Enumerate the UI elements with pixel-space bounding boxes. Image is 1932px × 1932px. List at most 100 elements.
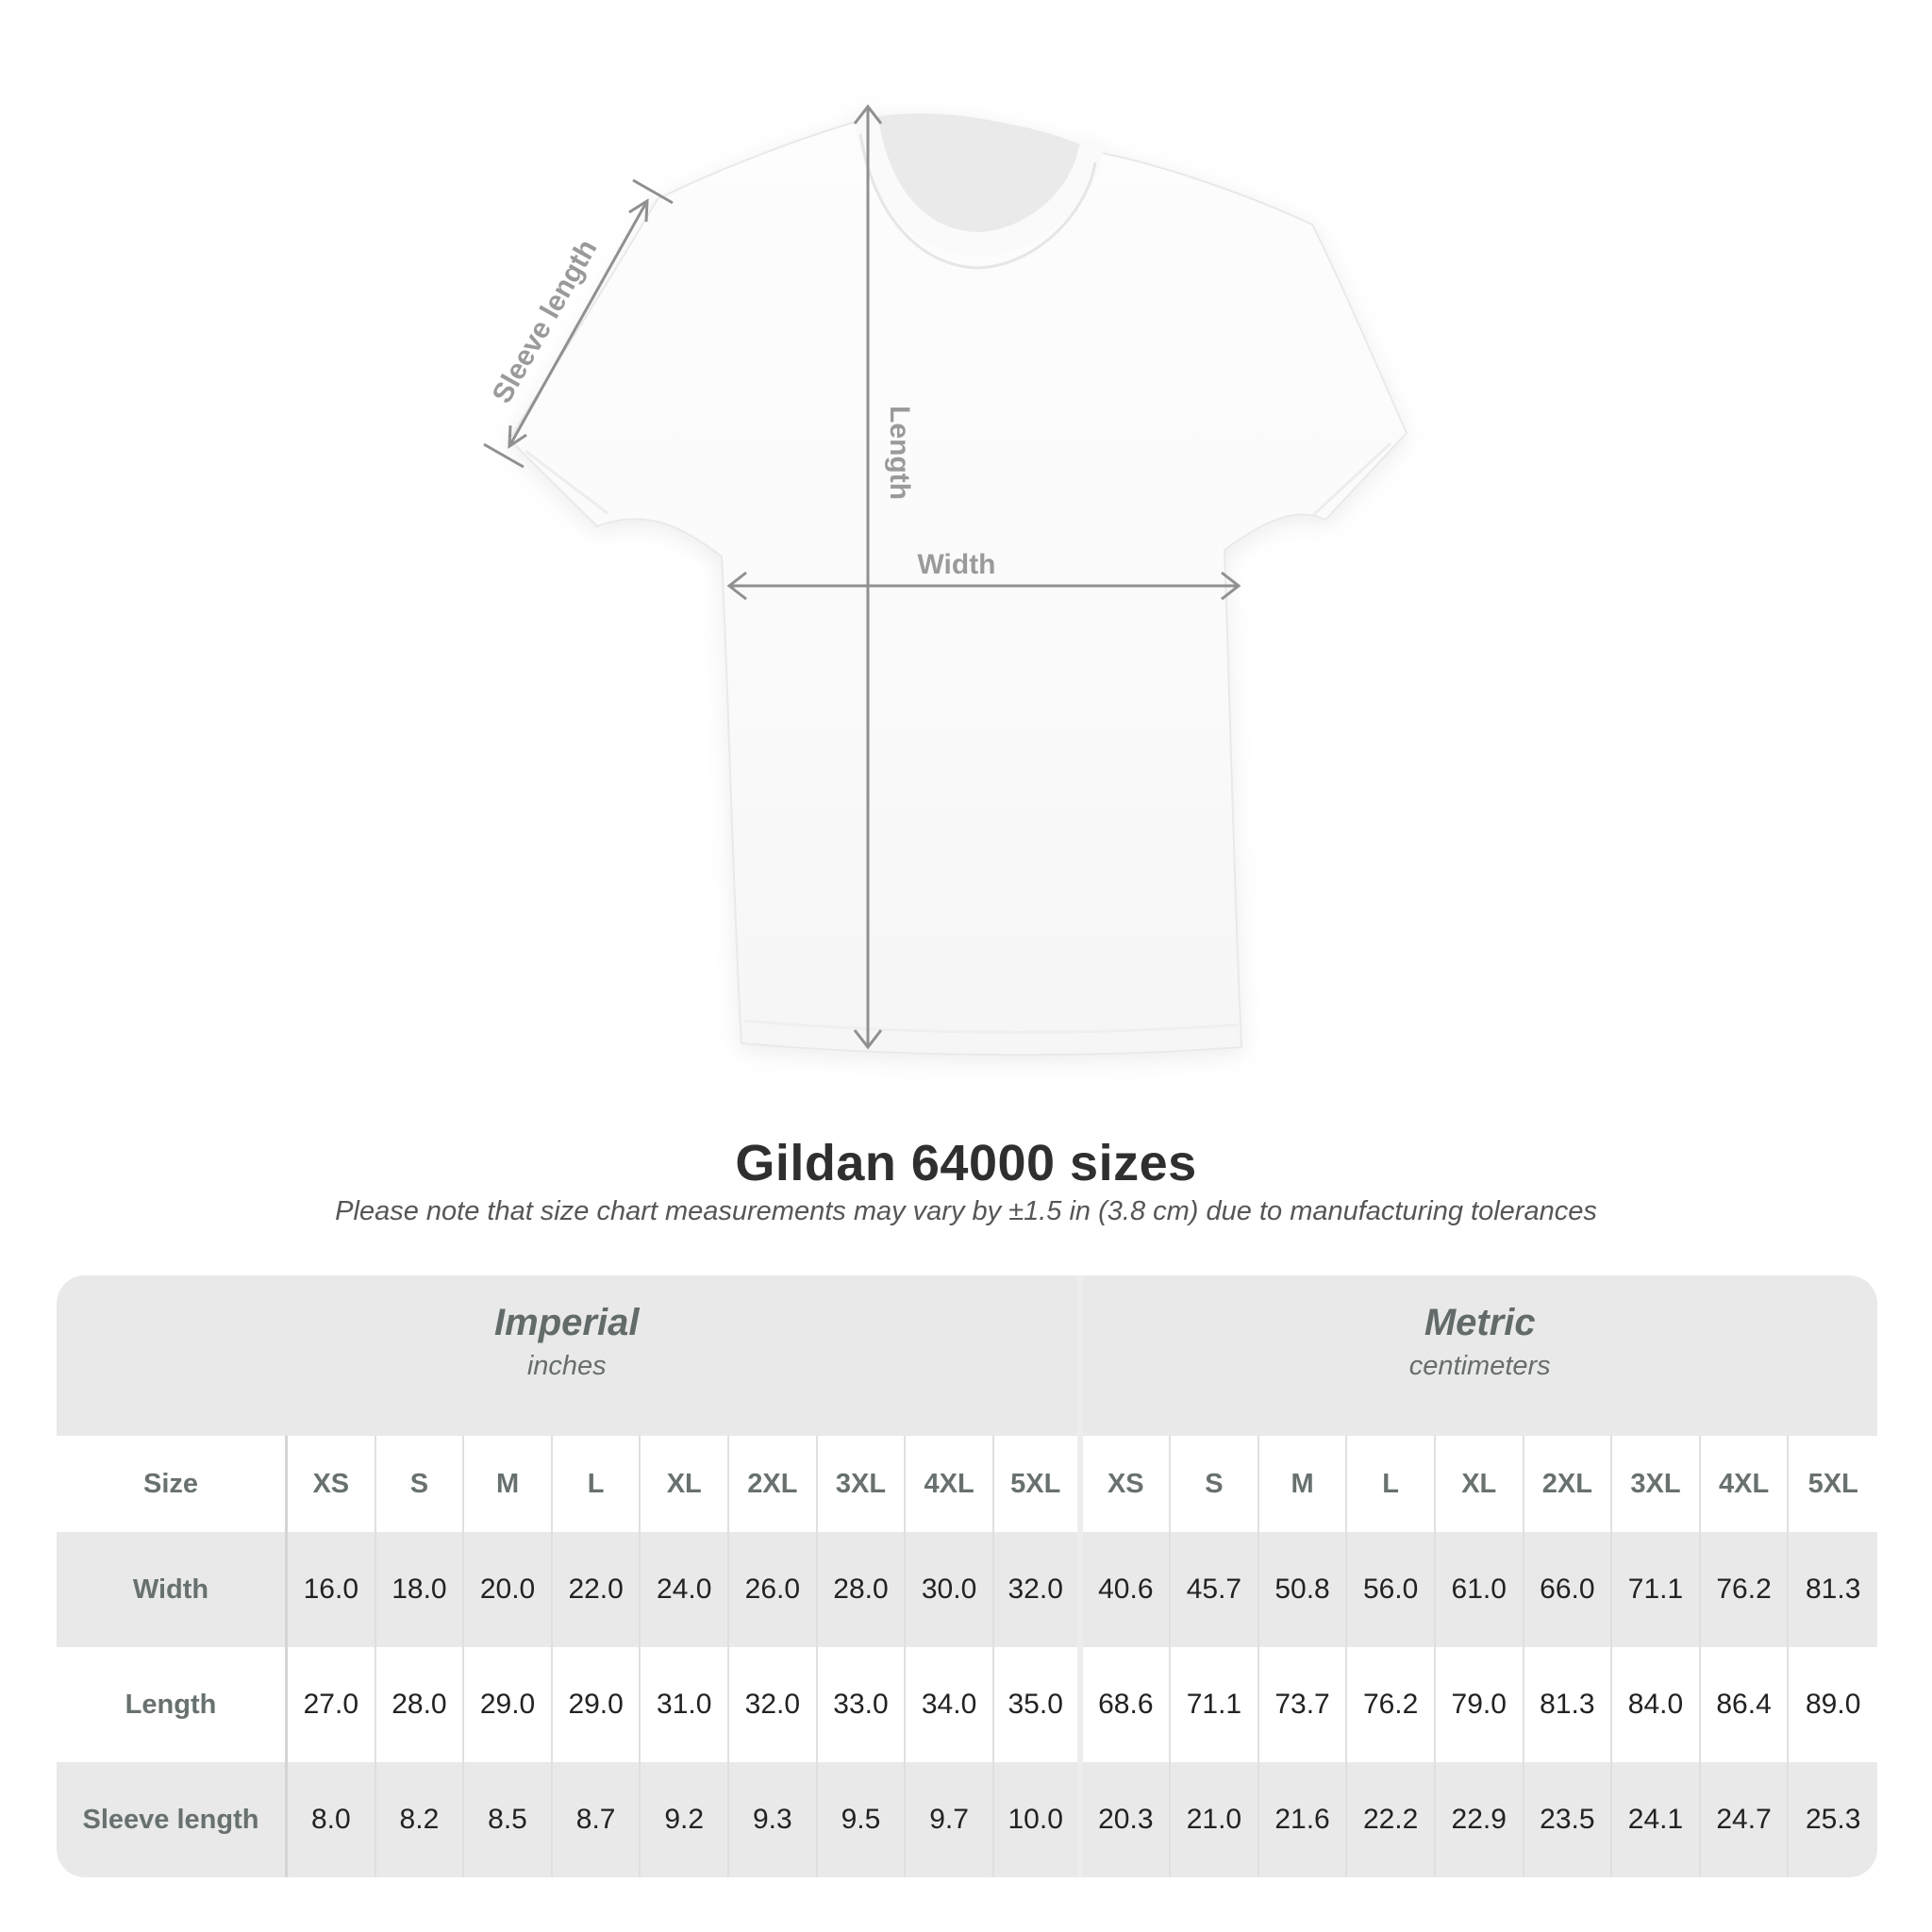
value-cell: 50.8 bbox=[1259, 1532, 1348, 1647]
row-label-cell: Sleeve length bbox=[57, 1762, 288, 1877]
value-cell: 33.0 bbox=[817, 1647, 907, 1762]
value-cell: 9.7 bbox=[906, 1762, 994, 1877]
left-cuff-seam bbox=[525, 449, 608, 515]
value-cell: 76.2 bbox=[1701, 1532, 1790, 1647]
value-cell: 81.3 bbox=[1524, 1647, 1613, 1762]
tshirt-body bbox=[508, 107, 1408, 1057]
size-header-cell: L bbox=[552, 1436, 641, 1532]
value-cell: 25.3 bbox=[1805, 1804, 1861, 1835]
collar-interior bbox=[866, 113, 1091, 241]
value-cell: 21.6 bbox=[1259, 1762, 1348, 1877]
value-cell: 32.0 bbox=[994, 1532, 1083, 1647]
value-cell: 31.0 bbox=[641, 1647, 730, 1762]
value-cell: 8.7 bbox=[553, 1762, 641, 1877]
size-header-cell: M bbox=[464, 1436, 553, 1532]
length-label: Length bbox=[884, 406, 915, 500]
value-cell: 45.7 bbox=[1171, 1532, 1259, 1647]
size-header-cell: S bbox=[375, 1436, 465, 1532]
value-cell: 86.4 bbox=[1700, 1647, 1790, 1762]
value-cell: 68.6 bbox=[1082, 1647, 1172, 1762]
tolerance-note: Please note that size chart measurements… bbox=[335, 1196, 1597, 1226]
length-arrow bbox=[853, 104, 883, 1050]
hem-seam bbox=[743, 1019, 1240, 1034]
value-cell: 10.0 bbox=[994, 1762, 1083, 1877]
value-cell: 9.3 bbox=[729, 1762, 818, 1877]
value-cell: 34.0 bbox=[906, 1647, 994, 1762]
size-header-cell: 2XL bbox=[1524, 1436, 1613, 1532]
size-header-cell: XS bbox=[288, 1436, 376, 1532]
value-cell: 28.0 bbox=[375, 1647, 465, 1762]
value-cell: 40.6 bbox=[1083, 1532, 1172, 1647]
size-header-cell: XS bbox=[1082, 1436, 1172, 1532]
width-arrow bbox=[726, 571, 1241, 601]
value-cell: 26.0 bbox=[729, 1532, 818, 1647]
value-cell: 35.0 bbox=[993, 1647, 1083, 1762]
value-cell: 79.0 bbox=[1435, 1647, 1524, 1762]
value-cell: 9.5 bbox=[818, 1762, 907, 1877]
value-cell: 24.7 bbox=[1701, 1762, 1790, 1877]
collar-seam bbox=[858, 133, 1097, 270]
size-header-cell: 3XL bbox=[817, 1436, 907, 1532]
size-header-cell: 4XL bbox=[1700, 1436, 1790, 1532]
size-header-cell: 5XL bbox=[993, 1436, 1083, 1532]
sleeve-length-arrow bbox=[483, 178, 674, 469]
value-cell: 32.0 bbox=[729, 1647, 818, 1762]
value-cell: 8.0 bbox=[288, 1762, 376, 1877]
value-cell: 23.5 bbox=[1524, 1762, 1613, 1877]
page-title: Gildan 64000 sizes bbox=[735, 1135, 1197, 1191]
group-unit: inches bbox=[526, 1351, 607, 1381]
value-cell: 20.3 bbox=[1083, 1762, 1172, 1877]
value-cell: 81.3 bbox=[1805, 1574, 1861, 1605]
group-header-imperial: Imperial inches bbox=[57, 1275, 1083, 1436]
value-cell: 24.0 bbox=[641, 1532, 730, 1647]
collar-band bbox=[854, 107, 1103, 258]
group-header-metric: Metric centimeters bbox=[1083, 1275, 1878, 1436]
tshirt-illustration bbox=[483, 104, 1408, 1057]
right-cuff-seam bbox=[1311, 441, 1392, 517]
value-cell: 24.1 bbox=[1612, 1762, 1701, 1877]
value-cell: 29.0 bbox=[552, 1647, 641, 1762]
width-label: Width bbox=[917, 549, 996, 580]
value-cell: 61.0 bbox=[1436, 1532, 1524, 1647]
value-cell: 84.0 bbox=[1612, 1647, 1701, 1762]
tshirt-measurement-diagram: Sleeve length Length Width bbox=[483, 104, 1408, 1057]
value-cell: 73.7 bbox=[1258, 1647, 1348, 1762]
row-label-cell: Width bbox=[57, 1532, 288, 1647]
value-cell: 30.0 bbox=[906, 1532, 994, 1647]
measurement-lines bbox=[483, 104, 1241, 1050]
value-cell: 22.0 bbox=[553, 1532, 641, 1647]
size-header-cell: 5XL bbox=[1789, 1436, 1877, 1532]
value-cell: 22.9 bbox=[1436, 1762, 1524, 1877]
value-cell: 9.2 bbox=[641, 1762, 730, 1877]
value-cell: 66.0 bbox=[1524, 1532, 1613, 1647]
group-name: Metric bbox=[1424, 1302, 1536, 1343]
value-cell: 22.2 bbox=[1347, 1762, 1436, 1877]
group-unit: centimeters bbox=[1408, 1351, 1551, 1381]
value-cell: 27.0 bbox=[288, 1647, 376, 1762]
size-header-cell: XL bbox=[1435, 1436, 1524, 1532]
size-table: Imperial inches Metric centimeters Size XS S M L… bbox=[57, 1275, 1877, 1877]
size-header-cell: L bbox=[1347, 1436, 1436, 1532]
size-header-cell: 4XL bbox=[906, 1436, 994, 1532]
value-cell: 18.0 bbox=[376, 1532, 465, 1647]
value-cell: 21.0 bbox=[1171, 1762, 1259, 1877]
value-cell: 16.0 bbox=[288, 1532, 376, 1647]
size-corner-cell: Size bbox=[57, 1436, 288, 1532]
value-cell: 71.1 bbox=[1612, 1532, 1701, 1647]
value-cell: 29.0 bbox=[464, 1647, 553, 1762]
value-cell: 71.1 bbox=[1171, 1647, 1259, 1762]
size-header-cell: S bbox=[1171, 1436, 1259, 1532]
value-cell: 76.2 bbox=[1347, 1647, 1436, 1762]
value-cell: 28.0 bbox=[818, 1532, 907, 1647]
size-header-cell: 2XL bbox=[729, 1436, 818, 1532]
size-header-cell: XL bbox=[641, 1436, 730, 1532]
value-cell: 89.0 bbox=[1789, 1647, 1877, 1762]
value-cell: 20.0 bbox=[464, 1532, 553, 1647]
group-name: Imperial bbox=[494, 1302, 640, 1343]
size-header-cell: M bbox=[1258, 1436, 1348, 1532]
value-cell: 8.2 bbox=[376, 1762, 465, 1877]
value-cell: 8.5 bbox=[464, 1762, 553, 1877]
row-label-cell: Length bbox=[57, 1647, 288, 1762]
value-cell: 56.0 bbox=[1347, 1532, 1436, 1647]
